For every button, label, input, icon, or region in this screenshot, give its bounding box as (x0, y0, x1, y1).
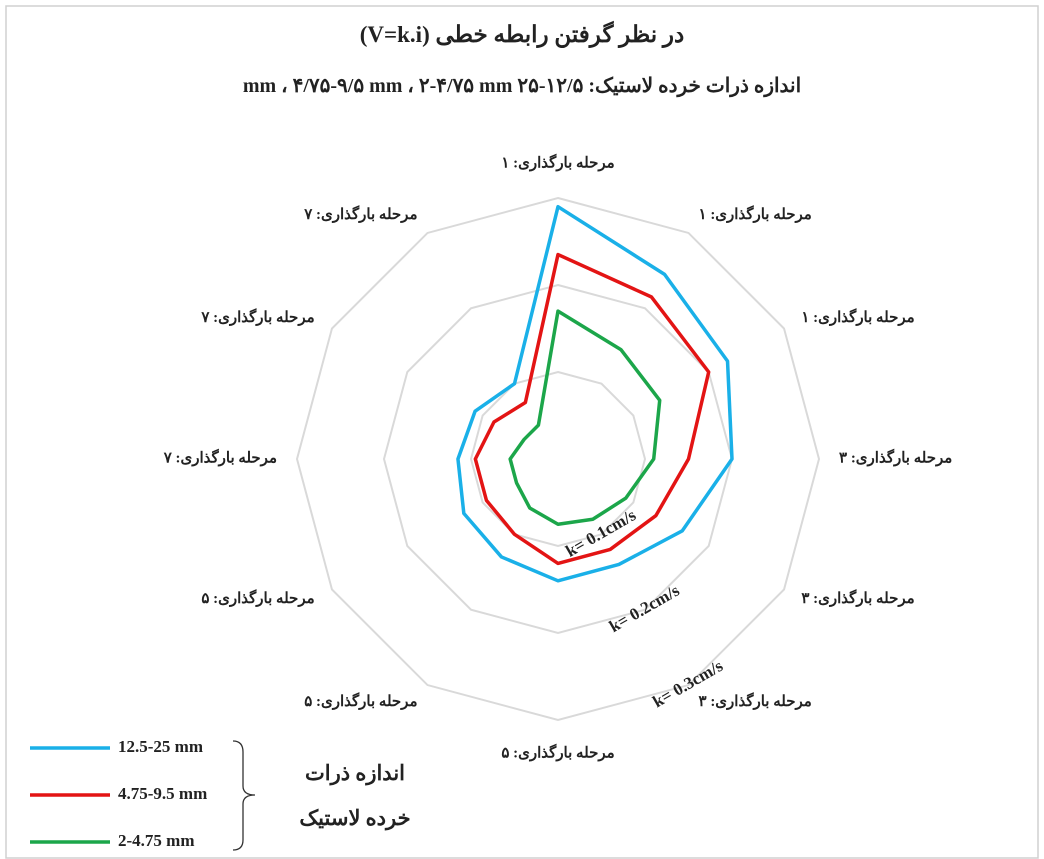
frame (5, 5, 1039, 859)
category-label: مرحله بارگذاری: ۳ (839, 448, 952, 466)
grid-ring (469, 370, 647, 548)
category-label: مرحله بارگذاری: ۷ (303, 205, 417, 223)
category-label: مرحله بارگذاری: ۳ (699, 692, 812, 710)
legend-label: 12.5-25 mm (118, 737, 203, 756)
category-label: مرحله بارگذاری: ۵ (501, 743, 614, 761)
legend-label: 4.75-9.5 mm (118, 784, 207, 803)
category-label: مرحله بارگذاری: ۱ (801, 308, 914, 326)
series-line (473, 252, 711, 566)
category-label: مرحله بارگذاری: ۵ (201, 589, 314, 607)
series-line (456, 204, 734, 583)
tick-label: k= 0.2cm/s (606, 581, 683, 636)
category-label: مرحله بارگذاری: ۱ (699, 205, 812, 223)
category-label: مرحله بارگذاری: ۷ (200, 308, 314, 326)
category-label: مرحله بارگذاری: ۵ (304, 692, 417, 710)
legend-title: خرده لاستیک (299, 806, 410, 831)
legend-label: 2-4.75 mm (118, 831, 194, 850)
chart-subtitle: اندازه ذرات خرده لاستیک: ۱۲/۵-۲۵ mm ، ۴/… (243, 75, 801, 98)
category-label: مرحله بارگذاری: ۷ (163, 448, 277, 466)
legend-title: اندازه ذرات (305, 761, 405, 786)
grid-ring (295, 196, 821, 722)
chart-title: در نظر گرفتن رابطه خطی (V=k.i) (360, 20, 684, 49)
series-line (508, 309, 662, 526)
category-label: مرحله بارگذاری: ۱ (501, 153, 614, 171)
legend-bracket (232, 740, 256, 851)
category-label: مرحله بارگذاری: ۳ (801, 589, 914, 607)
